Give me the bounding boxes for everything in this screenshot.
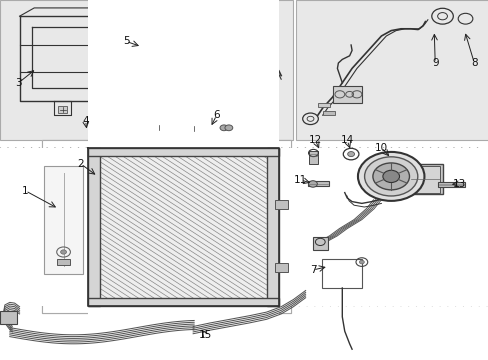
Bar — [41, 140, 290, 313]
Text: 2: 2 — [77, 159, 84, 169]
Circle shape — [364, 157, 417, 196]
Bar — [0, 0, 117, 140]
Text: 4: 4 — [82, 116, 89, 126]
Bar — [274, 263, 287, 272]
Text: 5: 5 — [122, 36, 129, 46]
Bar — [307, 181, 328, 186]
Bar — [437, 182, 464, 187]
Bar — [88, 148, 278, 156]
Bar — [312, 237, 327, 250]
Bar — [41, 140, 290, 313]
Bar — [220, 125, 232, 130]
Circle shape — [372, 163, 408, 190]
Circle shape — [220, 125, 227, 131]
Text: 11: 11 — [293, 175, 307, 185]
Text: 15: 15 — [198, 330, 212, 340]
Circle shape — [347, 152, 354, 157]
Bar — [410, 166, 439, 193]
Bar — [321, 259, 361, 288]
Bar — [290, 140, 488, 360]
Bar — [266, 148, 278, 306]
Circle shape — [61, 250, 66, 254]
Text: 6: 6 — [213, 110, 220, 120]
Text: 9: 9 — [431, 58, 438, 68]
Text: 7: 7 — [309, 265, 316, 275]
Text: 12: 12 — [308, 135, 322, 145]
Circle shape — [357, 152, 424, 201]
Text: 10: 10 — [374, 143, 387, 153]
Bar — [308, 151, 317, 164]
Text: 8: 8 — [470, 58, 477, 68]
Bar — [88, 148, 100, 306]
Text: 1: 1 — [22, 186, 29, 196]
Bar — [88, 0, 278, 148]
Bar — [0, 311, 17, 324]
Bar — [0, 140, 41, 360]
Bar — [322, 111, 334, 115]
Bar — [88, 306, 278, 360]
Bar — [317, 103, 329, 107]
Circle shape — [359, 260, 364, 264]
Bar — [151, 125, 166, 130]
Bar — [332, 86, 361, 103]
Bar — [120, 0, 293, 140]
Bar — [274, 200, 287, 209]
Bar — [395, 164, 442, 194]
Bar — [295, 0, 488, 140]
Bar — [88, 298, 278, 306]
Circle shape — [224, 125, 232, 131]
Bar — [57, 259, 70, 265]
Bar — [278, 148, 488, 306]
Bar — [0, 148, 88, 306]
Bar — [185, 126, 203, 131]
Bar — [44, 166, 83, 274]
Text: 3: 3 — [15, 78, 22, 88]
Circle shape — [382, 170, 399, 183]
Bar — [0, 313, 488, 360]
Bar — [41, 140, 290, 313]
Bar — [88, 148, 278, 306]
Circle shape — [308, 181, 317, 187]
Text: 13: 13 — [452, 179, 466, 189]
Text: 14: 14 — [340, 135, 353, 145]
Bar — [58, 106, 67, 113]
